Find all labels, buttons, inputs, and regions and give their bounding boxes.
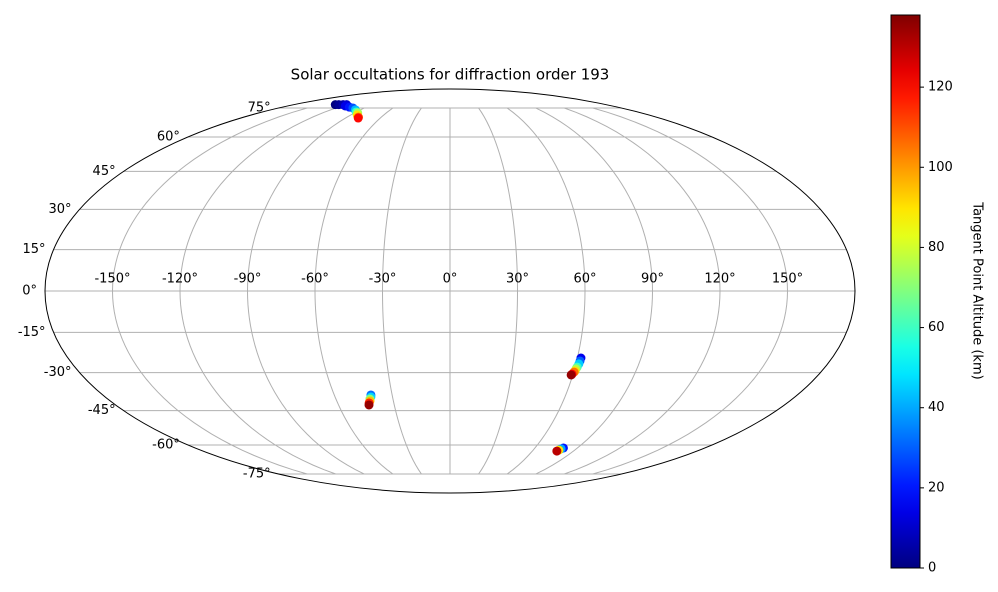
occultation-point [566, 370, 576, 380]
x-tick-label: 90° [641, 272, 664, 287]
x-tick-label: 150° [772, 272, 803, 287]
occultation-point [552, 446, 562, 456]
tick-labels: -150° -120° -90° -60° -30° 0° 30° 60° 90° 120° 150… [18, 100, 803, 481]
x-tick-label: -120° [162, 272, 198, 287]
x-tick-label: -150° [94, 272, 130, 287]
x-tick-label: -90° [234, 272, 262, 287]
map-frame [44, 88, 856, 494]
colorbar-tick-label: 120 [928, 80, 953, 95]
grid [45, 107, 855, 475]
colorbar-label: Tangent Point Altitude (km) [970, 201, 985, 379]
y-tick-label: 0° [22, 284, 37, 299]
colorbar-tick-label: 0 [928, 561, 936, 576]
x-tick-label: 0° [443, 272, 458, 287]
y-tick-label: -15° [18, 325, 46, 340]
y-tick-label: -75° [243, 467, 271, 482]
y-tick-label: 45° [93, 164, 116, 179]
x-tick-label: -60° [301, 272, 329, 287]
occultation-point [364, 400, 374, 410]
y-tick-label: -30° [44, 365, 72, 380]
points [330, 100, 586, 456]
colorbar-tick-label: 80 [928, 240, 945, 255]
colorbar-tick-label: 100 [928, 160, 953, 175]
y-tick-label: 60° [157, 129, 180, 144]
y-tick-label: 75° [248, 100, 271, 115]
chart-title: Solar occultations for diffraction order… [291, 66, 610, 84]
y-tick-label: -60° [152, 438, 180, 453]
occultation-point [353, 113, 363, 123]
y-tick-label: 15° [23, 242, 46, 257]
x-tick-label: 30° [506, 272, 529, 287]
x-tick-label: 120° [704, 272, 735, 287]
x-tick-label: -30° [369, 272, 397, 287]
colorbar-ticks: 0 20 40 60 80 100 120 [920, 80, 953, 576]
colorbar-tick-label: 60 [928, 320, 945, 335]
colorbar-tick-label: 40 [928, 400, 945, 415]
colorbar [890, 14, 921, 569]
y-tick-label: 30° [48, 202, 71, 217]
colorbar-tick-label: 20 [928, 480, 945, 495]
x-tick-label: 60° [573, 272, 596, 287]
y-tick-label: -45° [88, 403, 116, 418]
